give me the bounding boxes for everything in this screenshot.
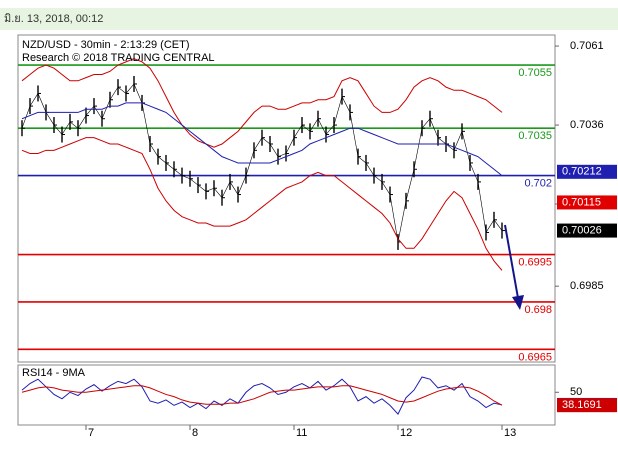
level-label: 0.6965 <box>518 351 552 363</box>
rsi-ma-line <box>21 385 503 406</box>
level-label: 0.6995 <box>518 256 552 268</box>
chart-subtitle: Research © 2018 TRADING CENTRAL <box>22 52 215 64</box>
marker-box <box>557 164 617 179</box>
rsi-line <box>21 376 503 415</box>
rsi-title: RSI14 - 9MA <box>22 367 86 379</box>
price-line <box>21 83 503 242</box>
y-tick-label: 0.7036 <box>570 119 604 131</box>
bollinger-band <box>21 58 503 148</box>
level-label: 0.702 <box>524 178 552 190</box>
price-pane <box>17 34 556 363</box>
level-label: 0.698 <box>524 304 552 316</box>
rsi-pane <box>17 364 556 426</box>
header-bar <box>0 8 618 30</box>
header-date: มิ.ย. 13, 2018, 00:12 <box>4 13 103 25</box>
marker-label: 0.70212 <box>562 166 602 178</box>
rsi-last-box <box>557 398 617 413</box>
x-tick-label: 8 <box>192 427 198 439</box>
forecast-arrowhead <box>512 295 524 310</box>
x-tick-label: 11 <box>296 427 307 439</box>
x-tick-label: 7 <box>88 427 94 439</box>
bollinger-band <box>21 137 503 271</box>
y-tick-label: 0.6985 <box>570 280 604 292</box>
marker-box <box>557 195 617 210</box>
level-label: 0.7055 <box>518 67 552 79</box>
last-price-box <box>557 223 617 238</box>
forecast-arrow <box>504 224 519 299</box>
rsi-y-tick-label: 50 <box>570 386 582 398</box>
marker-label: 0.70115 <box>562 196 601 208</box>
x-tick-label: 13 <box>504 427 516 439</box>
rsi-last-label: 38.1691 <box>562 399 602 411</box>
x-tick-label: 12 <box>400 427 412 439</box>
moving-average <box>21 102 503 176</box>
level-label: 0.7035 <box>518 130 552 142</box>
chart-title: NZD/USD - 30min - 2:13:29 (CET) <box>22 39 189 51</box>
y-tick-label: 0.7061 <box>570 40 604 52</box>
last-price-label: 0.70026 <box>562 224 602 236</box>
